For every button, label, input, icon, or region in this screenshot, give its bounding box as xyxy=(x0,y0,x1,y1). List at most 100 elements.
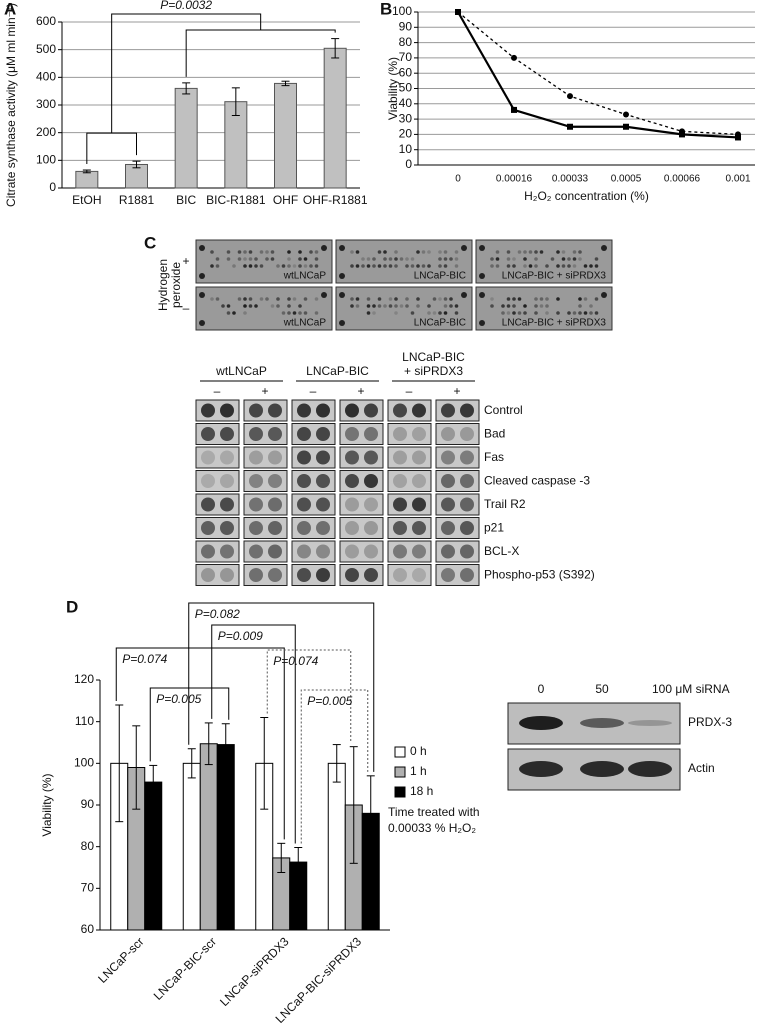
spot xyxy=(345,474,359,488)
spot xyxy=(298,264,302,268)
spot xyxy=(372,304,376,308)
spot xyxy=(399,304,404,308)
spot xyxy=(460,497,474,512)
spot xyxy=(372,257,376,261)
spot xyxy=(393,474,407,488)
spot xyxy=(243,250,247,254)
blot xyxy=(335,286,473,331)
spot xyxy=(388,257,393,261)
blot-label: LNCaP-BIC + siPRDX3 xyxy=(502,271,607,282)
spot xyxy=(517,250,522,254)
treatment-label: – xyxy=(310,384,317,398)
spot xyxy=(572,311,577,315)
lane-label: 100 μM siRNA xyxy=(652,682,730,696)
spot xyxy=(539,250,544,254)
spot xyxy=(249,403,263,418)
spot xyxy=(501,311,505,315)
spot xyxy=(432,297,437,301)
bracket xyxy=(111,13,262,134)
spot xyxy=(412,568,426,582)
spot xyxy=(297,474,311,488)
marker xyxy=(511,54,517,61)
spot xyxy=(594,311,599,315)
spot xyxy=(512,297,516,301)
spot xyxy=(578,311,582,315)
spot xyxy=(495,257,500,261)
spot xyxy=(393,403,407,418)
spot xyxy=(441,427,455,441)
legend-swatch xyxy=(394,766,406,778)
y-tick-label: 400 xyxy=(36,70,56,84)
legend-label: 1 h xyxy=(410,764,427,778)
spot xyxy=(199,245,205,251)
spot xyxy=(199,320,205,326)
spot xyxy=(276,297,280,301)
spot xyxy=(394,250,398,254)
spot xyxy=(339,245,345,251)
spot xyxy=(259,250,264,254)
spot xyxy=(578,257,582,261)
spot xyxy=(394,264,398,268)
spot xyxy=(287,257,291,261)
spot xyxy=(364,544,378,559)
y-tick-label: 90 xyxy=(399,19,413,33)
spot xyxy=(441,474,455,488)
legend-label: 18 h xyxy=(410,784,433,798)
spot xyxy=(232,311,236,315)
spot xyxy=(215,297,220,301)
spot xyxy=(438,297,442,301)
spot xyxy=(461,292,467,298)
spot xyxy=(545,264,549,268)
spot xyxy=(298,257,302,261)
marker xyxy=(455,9,461,15)
spot xyxy=(405,257,409,261)
spot xyxy=(572,264,577,268)
spot xyxy=(545,304,549,308)
spot xyxy=(534,257,538,261)
spot xyxy=(388,264,393,268)
spot xyxy=(512,264,516,268)
bracket xyxy=(300,689,369,844)
spot xyxy=(248,257,253,261)
spot xyxy=(276,304,280,308)
blot-label: LNCaP-BIC xyxy=(414,318,466,329)
spot xyxy=(506,264,511,268)
blot-label: wtLNCaP xyxy=(283,318,327,329)
spot xyxy=(345,568,359,582)
spot xyxy=(578,297,582,301)
y-tick-label: 70 xyxy=(81,881,95,895)
spot xyxy=(321,292,327,298)
protein-label: Control xyxy=(484,403,523,417)
spot xyxy=(534,304,538,308)
spot xyxy=(345,450,359,465)
spot xyxy=(438,257,442,261)
spot xyxy=(292,264,297,268)
spot xyxy=(345,521,359,535)
blot xyxy=(195,239,333,284)
legend-swatch xyxy=(394,786,406,798)
blot-label: wtLNCaP xyxy=(283,271,327,282)
spot xyxy=(339,292,345,298)
y-tick-label: 20 xyxy=(399,127,413,141)
spot xyxy=(220,403,234,418)
y-tick-label: 10 xyxy=(399,142,413,156)
spot xyxy=(539,304,544,308)
spot xyxy=(237,250,242,254)
spot xyxy=(572,257,577,261)
spot xyxy=(394,297,398,301)
spot xyxy=(523,264,527,268)
spot xyxy=(399,257,404,261)
annotation: P=0.009 xyxy=(218,629,263,643)
spot xyxy=(316,450,330,465)
spot xyxy=(427,311,431,315)
spot xyxy=(495,264,500,268)
spot xyxy=(243,297,247,301)
spot xyxy=(201,450,215,465)
spot xyxy=(449,304,453,308)
spot xyxy=(276,264,280,268)
y-tick-label: 300 xyxy=(36,97,56,111)
protein-label: Fas xyxy=(484,450,504,464)
spot xyxy=(393,427,407,441)
spot xyxy=(412,521,426,535)
spot xyxy=(460,521,474,535)
